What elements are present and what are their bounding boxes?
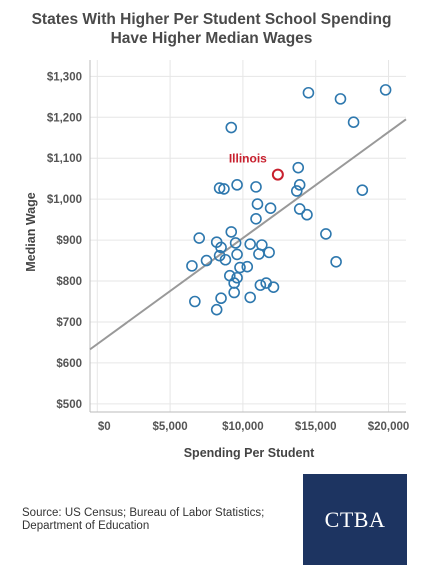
x-tick-label: $15,000	[295, 421, 337, 433]
data-point	[290, 185, 303, 197]
data-point	[200, 254, 213, 267]
data-point	[241, 260, 254, 273]
data-point	[330, 255, 342, 268]
trendline	[89, 118, 407, 351]
data-point	[228, 286, 240, 299]
data-point	[189, 295, 201, 308]
x-tick-label: $0	[98, 421, 111, 433]
x-tick-label: $10,000	[222, 421, 264, 433]
data-point	[356, 184, 369, 196]
x-tick-label: $5,000	[152, 421, 187, 433]
data-point	[254, 279, 267, 291]
y-tick-label: $800	[56, 276, 82, 288]
data-point	[213, 182, 226, 194]
data-point	[320, 228, 332, 240]
data-point	[193, 232, 206, 244]
data-point	[231, 248, 243, 261]
y-tick-label: $500	[56, 399, 82, 411]
data-point	[223, 269, 236, 282]
x-tick-label: $20,000	[368, 421, 410, 433]
data-point	[229, 237, 242, 249]
data-point	[218, 183, 230, 195]
data-point	[264, 202, 277, 214]
grid-lines	[90, 60, 406, 412]
data-point	[293, 179, 306, 191]
data-point	[210, 303, 223, 316]
data-point	[186, 260, 198, 272]
data-points	[186, 84, 392, 316]
y-tick-label: $1,100	[47, 153, 82, 165]
data-point	[263, 246, 275, 259]
y-tick-label: $700	[56, 317, 82, 329]
data-point	[231, 271, 243, 284]
data-point	[334, 93, 347, 105]
ctba-logo: CTBA	[303, 474, 407, 565]
data-point	[225, 121, 238, 134]
data-point	[250, 213, 262, 225]
y-tick-label: $1,300	[47, 71, 82, 83]
y-tick-label: $1,000	[47, 194, 82, 206]
data-point	[231, 179, 243, 191]
ctba-logo-text: CTBA	[324, 506, 386, 532]
highlight-label-illinois: Illinois	[229, 152, 267, 166]
y-tick-label: $600	[56, 358, 82, 370]
data-point	[244, 238, 256, 250]
data-point	[244, 291, 256, 304]
scatter-chart: $500 $600 $700 $800 $900 $1,000 $1,100 $1,200 $1…	[24, 60, 410, 460]
data-point	[210, 236, 223, 248]
data-point	[251, 198, 264, 210]
axis-ticks: $500 $600 $700 $800 $900 $1,000 $1,100 $1,200 $1…	[47, 71, 410, 433]
data-point	[225, 226, 238, 238]
data-point	[302, 86, 315, 99]
highlight-point-illinois	[271, 168, 284, 181]
data-point	[234, 261, 246, 274]
data-point	[256, 239, 268, 251]
y-tick-label: $1,200	[47, 112, 82, 124]
data-point	[301, 208, 313, 221]
source-note: Source: US Census; Bureau of Labor Stati…	[22, 507, 265, 532]
chart-title-line-1: States With Higher Per Student School Sp…	[31, 11, 392, 28]
y-axis-title: Median Wage	[24, 192, 38, 271]
data-point	[219, 253, 232, 266]
data-point	[250, 181, 262, 193]
data-point	[347, 116, 360, 129]
data-point	[292, 161, 305, 174]
y-tick-label: $900	[56, 235, 82, 247]
x-axis-title: Spending Per Student	[184, 446, 315, 460]
data-point	[213, 249, 226, 262]
data-point	[215, 292, 227, 305]
chart-title-line-2: Have Higher Median Wages	[110, 30, 313, 47]
data-point	[293, 203, 306, 215]
data-point	[379, 84, 392, 96]
data-point	[267, 281, 280, 293]
chart-title: States With Higher Per Student School Sp…	[0, 10, 423, 48]
